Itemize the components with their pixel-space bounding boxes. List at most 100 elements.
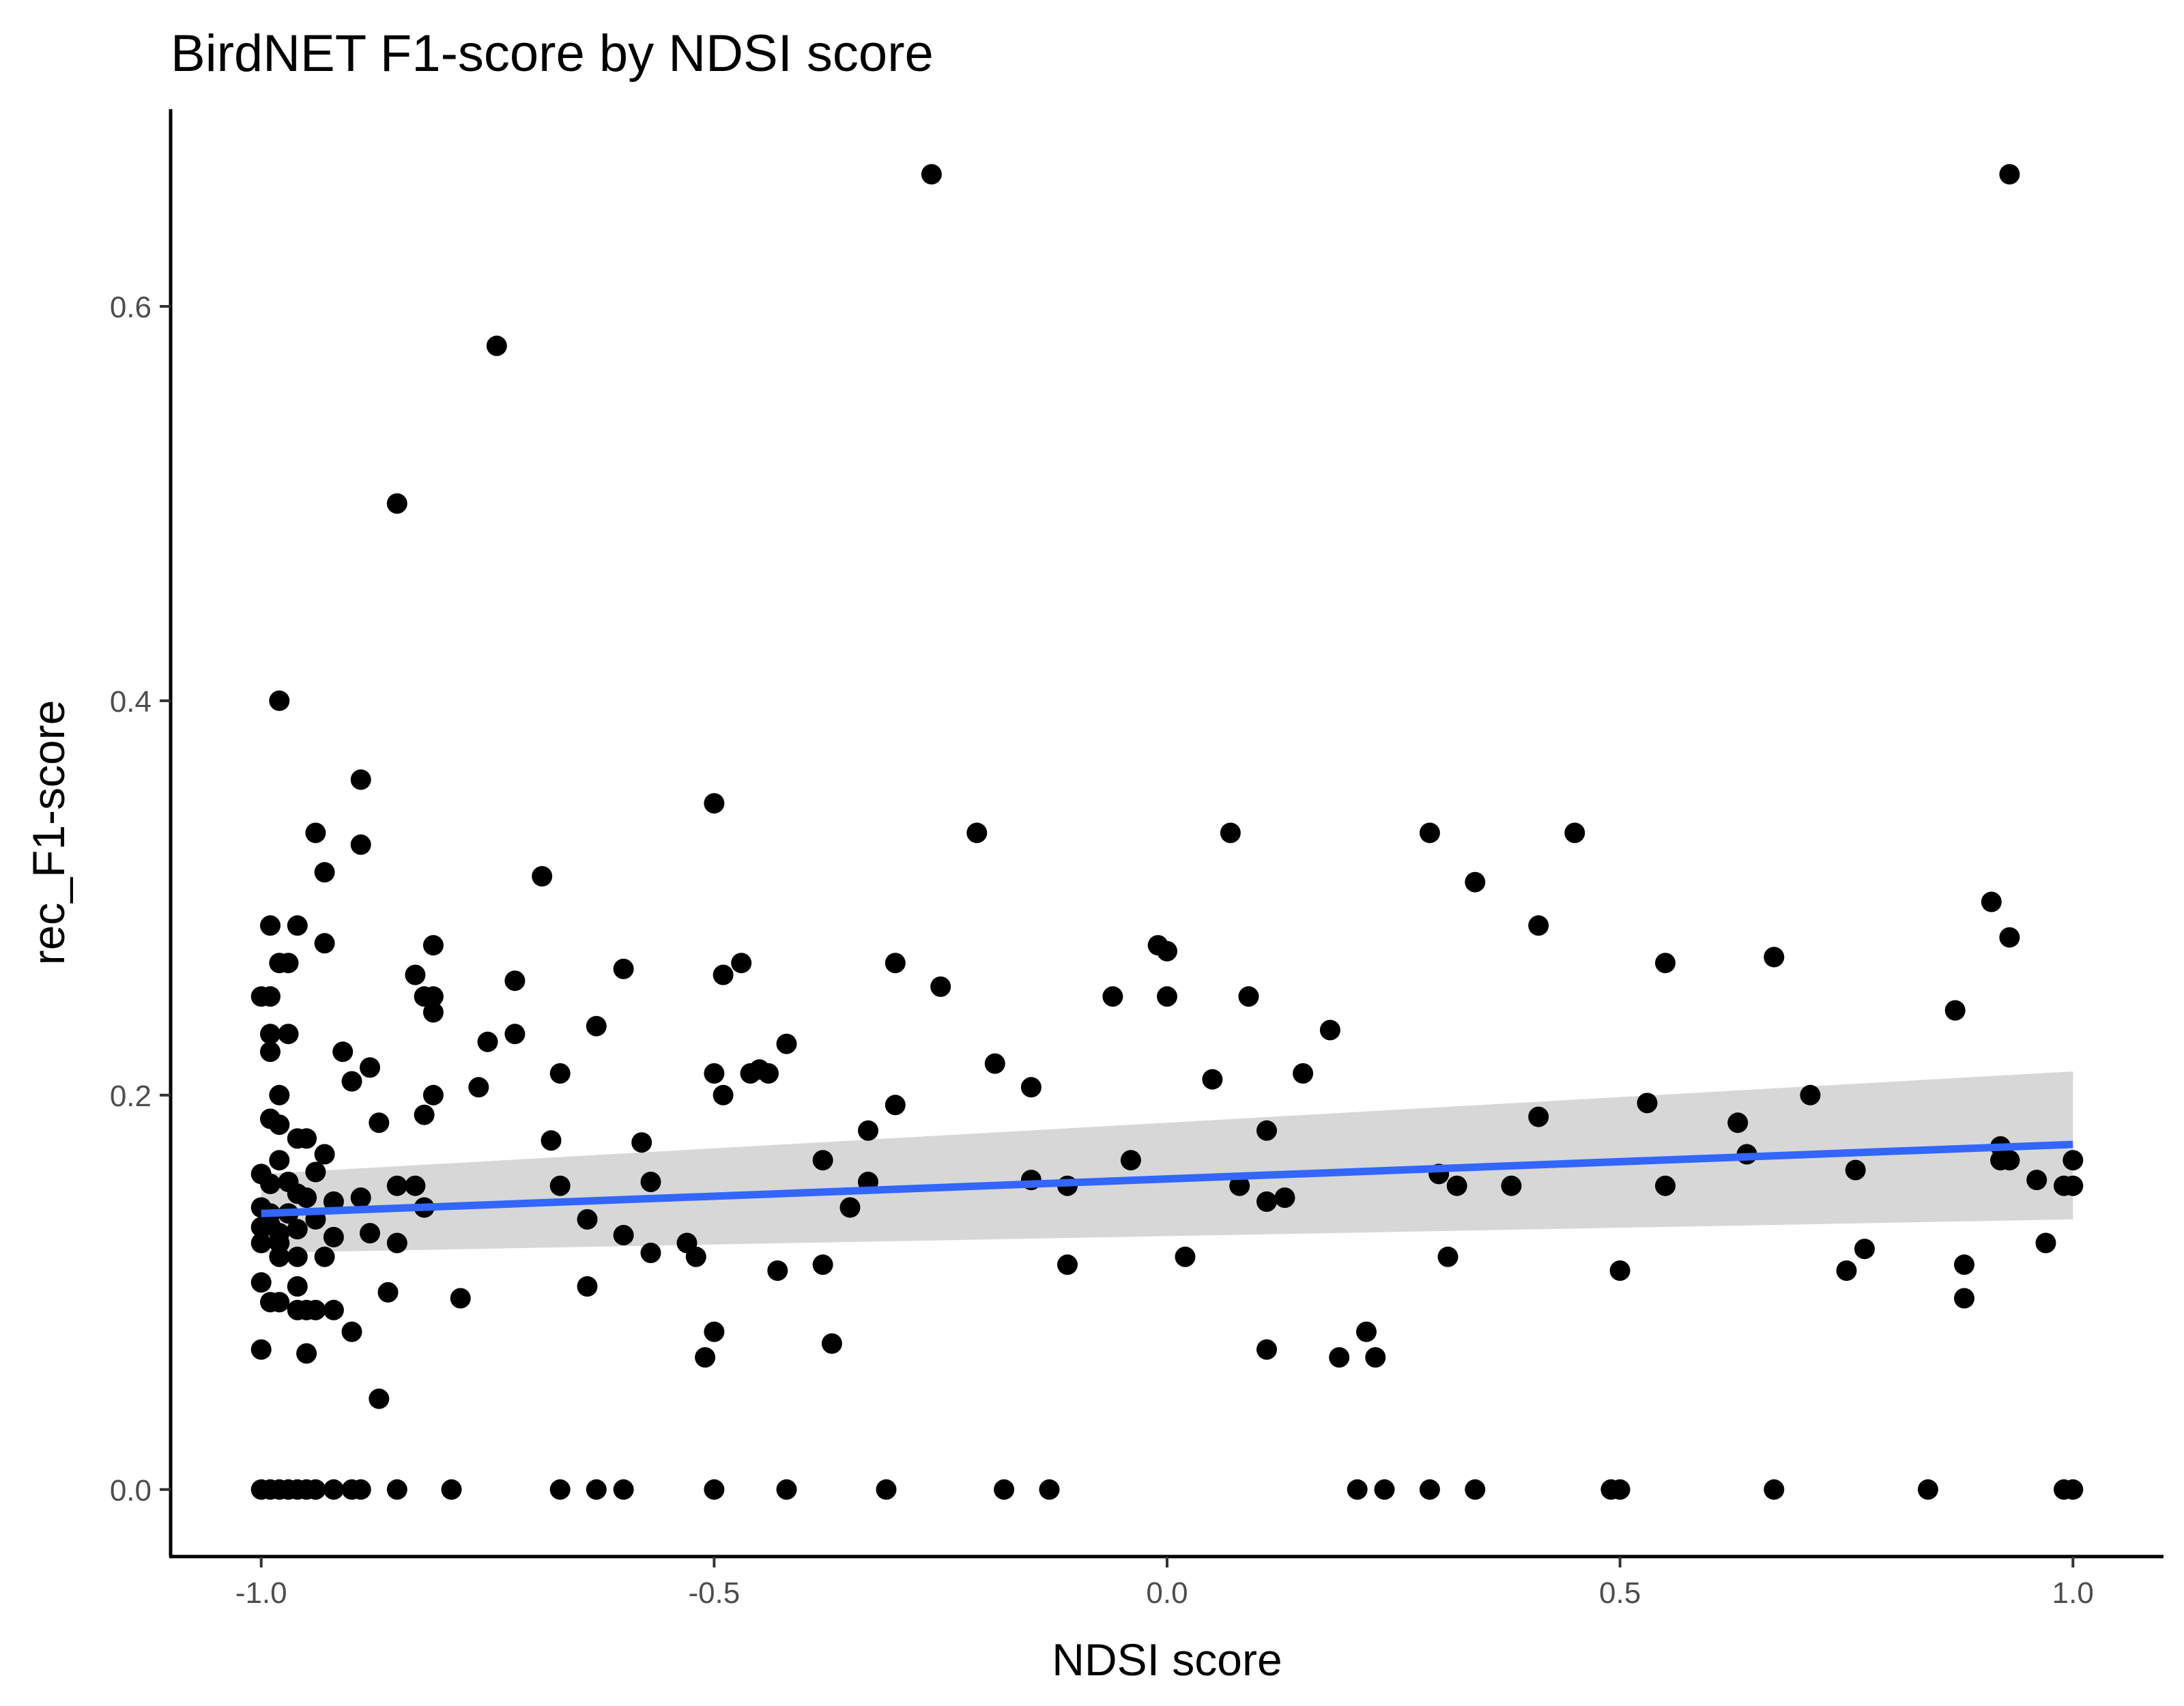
data-point bbox=[930, 976, 951, 997]
data-point bbox=[314, 1144, 335, 1165]
data-point bbox=[269, 1292, 290, 1313]
data-point bbox=[1764, 1479, 1785, 1500]
data-point bbox=[278, 1024, 299, 1045]
data-point bbox=[287, 915, 308, 936]
data-point bbox=[504, 970, 526, 992]
data-point bbox=[1609, 1260, 1630, 1281]
data-point bbox=[685, 1246, 706, 1267]
data-point bbox=[260, 1024, 281, 1045]
data-point bbox=[250, 1339, 272, 1360]
data-point bbox=[858, 1120, 878, 1141]
data-point bbox=[1999, 1150, 2020, 1171]
data-point bbox=[586, 1479, 607, 1500]
data-point bbox=[1845, 1159, 1866, 1181]
data-point bbox=[1764, 946, 1785, 968]
trend-line bbox=[261, 1140, 2073, 1217]
data-point bbox=[704, 793, 725, 814]
data-point bbox=[250, 1272, 272, 1293]
data-point bbox=[1528, 915, 1549, 936]
data-point bbox=[713, 964, 734, 985]
x-tick-label: -1.0 bbox=[235, 1576, 287, 1610]
data-point bbox=[758, 1063, 779, 1084]
x-tick-label: -0.5 bbox=[688, 1576, 740, 1610]
data-point bbox=[885, 1095, 906, 1116]
data-point bbox=[1319, 1020, 1340, 1041]
data-point bbox=[704, 1063, 725, 1084]
data-point bbox=[341, 1071, 362, 1092]
data-point bbox=[305, 1479, 326, 1500]
data-point bbox=[549, 1063, 571, 1084]
data-point bbox=[713, 1084, 734, 1105]
data-point bbox=[405, 1175, 426, 1196]
data-point bbox=[386, 1175, 407, 1196]
x-axis-ticks: -1.0 -0.5 0.0 0.5 1.0 bbox=[235, 1557, 2094, 1610]
data-point bbox=[441, 1479, 462, 1500]
data-point bbox=[1220, 822, 1241, 843]
data-point bbox=[1981, 891, 2002, 912]
data-point bbox=[1365, 1347, 1386, 1368]
confidence-band bbox=[261, 1071, 2073, 1253]
data-point bbox=[631, 1132, 652, 1153]
data-point bbox=[1655, 1175, 1676, 1196]
data-point bbox=[269, 1150, 290, 1171]
data-point bbox=[966, 822, 988, 843]
data-point bbox=[422, 935, 444, 956]
data-point bbox=[613, 958, 634, 979]
data-point bbox=[1465, 1479, 1486, 1500]
data-point bbox=[1293, 1063, 1314, 1084]
x-tick-label: 0.0 bbox=[1146, 1576, 1188, 1610]
data-point bbox=[341, 1321, 362, 1342]
data-point bbox=[532, 866, 553, 887]
data-point bbox=[1437, 1246, 1459, 1267]
data-point bbox=[296, 1343, 317, 1364]
data-point bbox=[360, 1223, 380, 1244]
data-point bbox=[921, 164, 942, 185]
data-point bbox=[305, 822, 326, 843]
x-tick-label: 0.5 bbox=[1599, 1576, 1641, 1610]
data-point bbox=[731, 953, 752, 974]
data-point bbox=[586, 1015, 607, 1037]
data-point bbox=[260, 1173, 281, 1194]
data-point bbox=[314, 1246, 335, 1267]
data-point bbox=[296, 1128, 317, 1149]
data-point bbox=[278, 953, 299, 974]
data-point bbox=[360, 1057, 380, 1078]
y-tick-label: 0.2 bbox=[110, 1080, 152, 1113]
data-point bbox=[405, 964, 426, 985]
data-point bbox=[386, 1479, 407, 1500]
data-point bbox=[1954, 1254, 1974, 1275]
data-point bbox=[422, 986, 444, 1007]
data-point bbox=[269, 1246, 290, 1267]
data-point bbox=[1609, 1479, 1630, 1500]
data-point bbox=[541, 1130, 562, 1151]
data-point bbox=[332, 1041, 354, 1062]
data-point bbox=[269, 1084, 290, 1105]
data-point bbox=[821, 1333, 842, 1354]
data-point bbox=[994, 1479, 1015, 1500]
data-point bbox=[613, 1225, 634, 1245]
data-point bbox=[740, 1063, 761, 1084]
data-point bbox=[812, 1254, 833, 1275]
data-point bbox=[1564, 822, 1585, 843]
y-tick-label: 0.4 bbox=[110, 685, 152, 719]
data-point bbox=[287, 1276, 308, 1297]
data-point bbox=[1347, 1479, 1368, 1500]
data-point bbox=[314, 933, 335, 954]
data-point bbox=[2063, 1175, 2084, 1196]
data-point bbox=[1256, 1339, 1277, 1360]
data-point bbox=[577, 1209, 598, 1230]
data-point bbox=[876, 1479, 897, 1500]
data-point bbox=[250, 1232, 272, 1254]
data-point bbox=[1528, 1106, 1549, 1127]
chart-title: BirdNET F1-score by NDSI score bbox=[171, 25, 934, 83]
data-point bbox=[450, 1288, 471, 1309]
data-point bbox=[468, 1077, 489, 1098]
data-point bbox=[839, 1197, 861, 1218]
data-point bbox=[776, 1033, 797, 1054]
data-point bbox=[296, 1187, 317, 1209]
data-point bbox=[1446, 1175, 1467, 1196]
data-point bbox=[2026, 1170, 2048, 1191]
data-points bbox=[250, 164, 2084, 1500]
data-point bbox=[314, 862, 335, 883]
